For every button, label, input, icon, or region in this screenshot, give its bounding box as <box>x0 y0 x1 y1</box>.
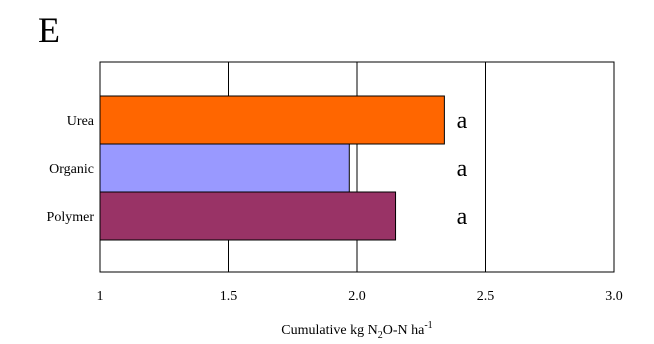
bar-urea <box>99 95 445 145</box>
bars <box>99 95 445 241</box>
x-tick-label: 1.5 <box>220 289 238 304</box>
category-label: Polymer <box>47 210 95 225</box>
x-tick-label: 2.5 <box>477 289 495 304</box>
x-tick-labels: 1 1.5 2.0 2.5 3.0 <box>97 289 623 304</box>
bar-organic <box>99 143 350 193</box>
significance-letter: a <box>457 204 468 230</box>
category-label: Urea <box>67 114 95 129</box>
x-axis-label: Cumulative kg N2O-N ha-1 <box>281 320 432 341</box>
x-axis-label-prefix: Cumulative kg N <box>281 323 377 338</box>
panel-letter: E <box>38 10 60 50</box>
significance-letter: a <box>457 108 468 134</box>
bar-polymer <box>99 191 397 241</box>
x-tick-label: 2.0 <box>348 289 366 304</box>
significance-letter: a <box>457 156 468 182</box>
x-tick-label: 1 <box>97 289 104 304</box>
x-axis-label-superscript: -1 <box>424 320 432 331</box>
x-tick-label: 3.0 <box>605 289 623 304</box>
x-axis-label-middle: O-N ha <box>383 323 425 338</box>
category-labels: Urea Organic Polymer <box>47 114 95 225</box>
significance-letters: aaa <box>457 108 468 230</box>
x-axis-label-subscript: 2 <box>378 330 383 341</box>
category-label: Organic <box>49 162 94 177</box>
